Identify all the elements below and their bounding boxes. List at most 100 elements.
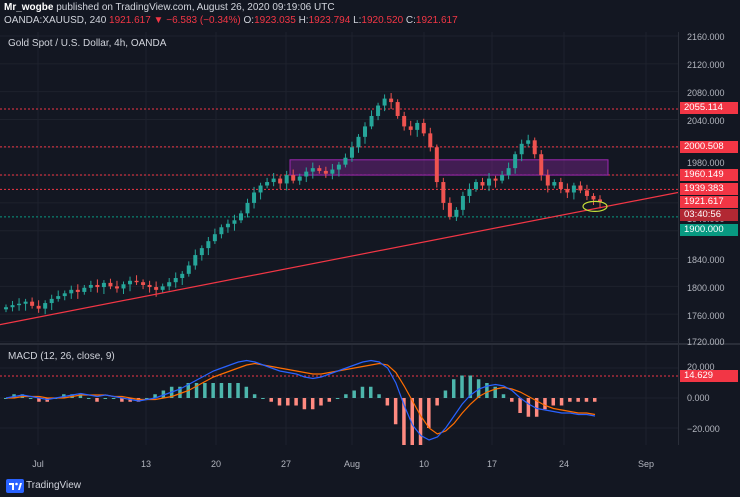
open-value: 1923.035 (254, 15, 296, 26)
macd-tick: 0.000 (687, 393, 710, 403)
macd-histogram-bar (327, 398, 332, 402)
macd-histogram-bar (153, 394, 157, 398)
candle-body (245, 202, 250, 214)
time-tick: Aug (343, 459, 361, 469)
candle-body (467, 189, 472, 196)
candle-body (532, 140, 537, 155)
macd-histogram-bar (543, 398, 547, 410)
candle-body (584, 190, 589, 196)
macd-histogram-bar (111, 398, 116, 399)
macd-histogram-bar (559, 398, 564, 406)
time-tick: 10 (418, 459, 430, 469)
candle-body (206, 241, 211, 249)
candle-body (141, 282, 146, 285)
candle-body (225, 223, 230, 228)
time-tick: Sep (637, 459, 655, 469)
macd-histogram-bar (468, 375, 473, 398)
macd-histogram-bar (277, 398, 282, 406)
footer-brand[interactable]: TradingView (26, 480, 82, 491)
macd-histogram-bar (427, 398, 431, 428)
symbol-label[interactable]: OANDA:XAUUSD, 240 (4, 15, 107, 26)
pane-separator[interactable] (0, 343, 740, 345)
macd-histogram-bar (227, 383, 232, 398)
candle-body (545, 175, 550, 186)
candle-body (154, 287, 159, 290)
time-tick: Jul (32, 459, 44, 469)
macd-histogram-bar (402, 398, 406, 445)
candle-body (578, 185, 583, 191)
macd-histogram-bar (78, 394, 83, 398)
candle-body (408, 126, 413, 130)
candle-body (167, 282, 172, 287)
candle-body (591, 195, 596, 200)
macd-histogram-bar (460, 375, 464, 398)
candle-body (23, 301, 28, 304)
price-label-2055[interactable]: 2055.114 (680, 102, 738, 114)
macd-histogram-bar (485, 383, 489, 398)
macd-histogram-bar (120, 398, 124, 402)
macd-histogram-bar (443, 390, 448, 398)
price-tick: 2040.000 (687, 116, 725, 126)
macd-histogram-bar (261, 398, 265, 399)
candle-body (395, 102, 400, 116)
macd-histogram-bar (510, 398, 514, 402)
candle-body (56, 296, 61, 299)
candle-body (62, 293, 67, 297)
candle-body (402, 115, 407, 127)
macd-line (5, 359, 596, 441)
price-label-2000[interactable]: 2000.508 (680, 141, 738, 153)
time-axis[interactable] (0, 448, 678, 470)
price-label-1960[interactable]: 1960.149 (680, 169, 738, 181)
candle-body (101, 282, 106, 288)
candle-body (506, 168, 511, 176)
candle-body (558, 182, 563, 189)
price-pane[interactable]: Gold Spot / U.S. Dollar, 4h, OANDA (0, 32, 678, 342)
macd-histogram-bar (86, 398, 91, 399)
tradingview-logo-icon[interactable] (6, 479, 24, 493)
macd-histogram-bar (103, 398, 108, 399)
macd-histogram-bar (269, 398, 273, 402)
macd-histogram-bar (37, 398, 41, 402)
macd-histogram-bar (219, 383, 224, 398)
candle-body (526, 140, 531, 144)
macd-histogram-bar (435, 398, 439, 406)
countdown-label: 03:40:56 (680, 209, 738, 221)
candle-body (238, 213, 243, 221)
price-tick: 1980.000 (687, 158, 725, 168)
candle-body (565, 189, 570, 193)
macd-histogram-bar (211, 383, 215, 398)
macd-histogram-bar (501, 394, 506, 398)
macd-histogram-bar (568, 398, 572, 402)
candle-body (265, 182, 270, 186)
candle-body (382, 98, 387, 106)
macd-histogram-bar (369, 386, 373, 398)
candle-body (278, 178, 283, 184)
candle-body (428, 133, 433, 148)
macd-histogram-bar (385, 398, 390, 406)
macd-histogram-bar (576, 398, 580, 402)
time-tick: 13 (140, 459, 152, 469)
author-name[interactable]: Mr_wogbe (4, 2, 54, 13)
macd-histogram-bar (161, 390, 166, 398)
last-price-label[interactable]: 1921.617 (680, 196, 738, 208)
macd-pane-title: MACD (12, 26, close, 9) (8, 351, 115, 362)
price-label-1939[interactable]: 1939.383 (680, 183, 738, 195)
candle-body (88, 284, 93, 288)
candle-body (180, 273, 185, 279)
price-tick: 2080.000 (687, 88, 725, 98)
candle-body (271, 178, 276, 183)
macd-pane[interactable]: MACD (12, 26, close, 9) (0, 345, 678, 445)
price-axis[interactable]: 2160.000 2120.000 2080.000 2040.000 1980… (678, 32, 740, 445)
footer (0, 476, 740, 497)
price-chart-canvas[interactable] (0, 32, 678, 342)
macd-chart-canvas[interactable] (0, 345, 678, 445)
price-tick: 1840.000 (687, 255, 725, 265)
macd-histogram-bar (377, 394, 381, 398)
candle-body (186, 265, 191, 274)
price-label-1900[interactable]: 1900.000 (680, 224, 738, 236)
macd-histogram-bar (310, 398, 315, 410)
candle-body (199, 248, 204, 256)
last-price: 1921.617 (109, 15, 151, 26)
trendline (0, 191, 678, 326)
candle-body (134, 280, 139, 283)
